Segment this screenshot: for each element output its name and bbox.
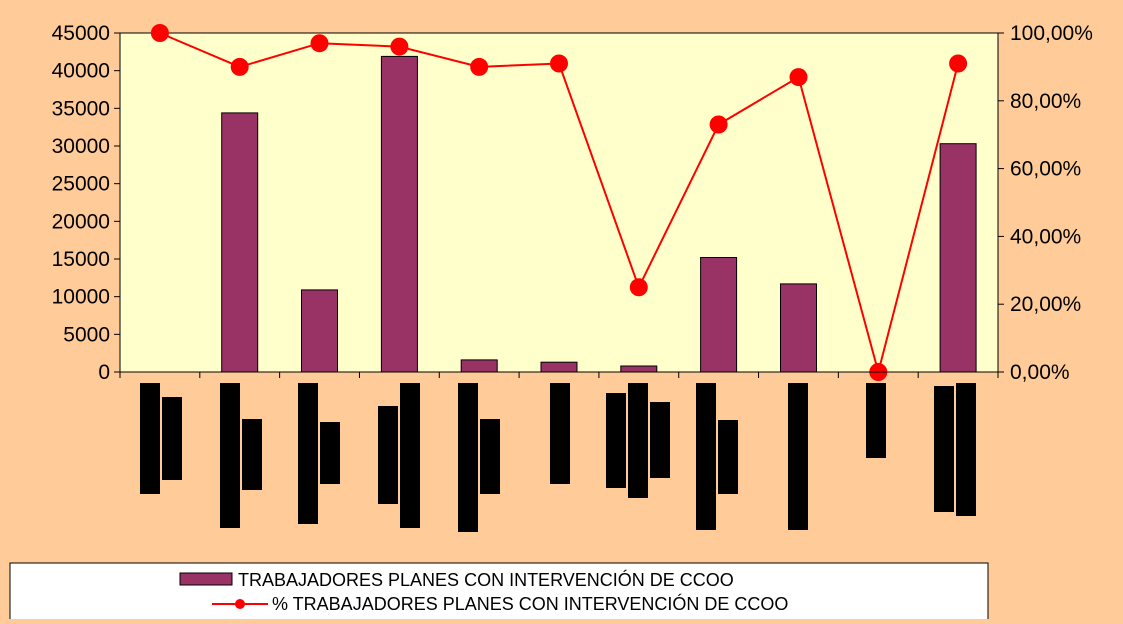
bar-series bbox=[221, 55, 977, 373]
left-tick-label: 20000 bbox=[52, 210, 110, 233]
redacted-label-1-1 bbox=[242, 419, 262, 490]
left-tick-label: 40000 bbox=[52, 60, 110, 83]
line-series bbox=[150, 24, 968, 381]
bar-10 bbox=[939, 143, 977, 373]
redacted-label-4-0 bbox=[458, 383, 478, 532]
line-point-0 bbox=[150, 24, 169, 42]
line-point-3 bbox=[390, 37, 409, 56]
line-point-1 bbox=[230, 57, 249, 76]
left-tick-label: 5000 bbox=[63, 323, 110, 346]
line-point-2 bbox=[310, 34, 329, 53]
legend-label-bars: TRABAJADORES PLANES CON INTERVENCIÓN DE … bbox=[238, 569, 734, 590]
legend-box bbox=[9, 562, 989, 624]
redacted-label-6-2 bbox=[650, 402, 670, 478]
legend-label-line: % TRABAJADORES PLANES CON INTERVENCIÓN D… bbox=[272, 593, 788, 614]
redacted-label-7-1 bbox=[718, 420, 738, 494]
redacted-label-2-0 bbox=[298, 383, 318, 524]
legend-line-marker bbox=[235, 599, 245, 609]
left-tick-label: 30000 bbox=[52, 135, 110, 158]
right-tick-label: 40,00% bbox=[1010, 225, 1081, 248]
left-tick-label: 35000 bbox=[52, 97, 110, 120]
legend-bar-swatch bbox=[179, 572, 233, 586]
right-tick-label: 60,00% bbox=[1010, 158, 1081, 181]
right-tick-label: 20,00% bbox=[1010, 293, 1081, 316]
left-tick-label: 0 bbox=[98, 361, 110, 384]
redacted-label-9-0 bbox=[866, 383, 886, 458]
redacted-label-3-1 bbox=[400, 383, 420, 528]
bar-4 bbox=[460, 359, 498, 373]
bar-2 bbox=[301, 289, 338, 373]
x-axis bbox=[119, 371, 999, 378]
line-point-7 bbox=[709, 115, 728, 134]
redacted-label-3-0 bbox=[378, 406, 398, 504]
right-tick-label: 0,00% bbox=[1010, 361, 1070, 384]
redacted-label-7-0 bbox=[696, 383, 716, 530]
redacted-label-4-1 bbox=[480, 419, 500, 494]
left-tick-label: 15000 bbox=[52, 248, 110, 271]
legend: TRABAJADORES PLANES CON INTERVENCIÓN DE … bbox=[9, 562, 989, 624]
line-point-6 bbox=[629, 278, 648, 297]
right-y-axis: 0,00% 20,00% 40,00% 60,00% 80,00% 100,00% bbox=[997, 22, 1093, 384]
left-tick-label: 10000 bbox=[52, 286, 110, 309]
left-tick-label: 45000 bbox=[52, 22, 110, 45]
line-point-5 bbox=[550, 54, 568, 73]
redacted-category-labels bbox=[140, 383, 976, 532]
bar-1 bbox=[221, 112, 259, 373]
line-point-10 bbox=[949, 54, 968, 73]
right-tick-label: 100,00% bbox=[1010, 22, 1093, 45]
redacted-label-1-0 bbox=[220, 383, 240, 528]
line-point-8 bbox=[789, 68, 808, 87]
redacted-label-0-1 bbox=[162, 397, 182, 480]
left-tick-label: 25000 bbox=[52, 173, 110, 196]
redacted-label-10-0 bbox=[934, 386, 954, 512]
redacted-label-6-0 bbox=[606, 393, 626, 488]
right-tick-label: 80,00% bbox=[1010, 90, 1081, 113]
redacted-label-10-1 bbox=[956, 383, 976, 516]
left-y-axis: 0 5000 10000 15000 20000 25000 30000 35000 40000… bbox=[52, 22, 121, 384]
bar-7 bbox=[700, 257, 738, 373]
bar-3 bbox=[380, 55, 418, 373]
plot-area bbox=[119, 32, 999, 373]
redacted-label-8-0 bbox=[788, 383, 808, 530]
bar-8 bbox=[780, 283, 817, 373]
redacted-label-2-1 bbox=[320, 422, 340, 484]
redacted-label-5-0 bbox=[550, 383, 570, 484]
redacted-label-0-0 bbox=[140, 383, 160, 494]
bar-5 bbox=[540, 361, 578, 373]
redacted-label-6-1 bbox=[628, 383, 648, 498]
bar-6 bbox=[620, 365, 658, 373]
line-point-4 bbox=[470, 57, 489, 76]
